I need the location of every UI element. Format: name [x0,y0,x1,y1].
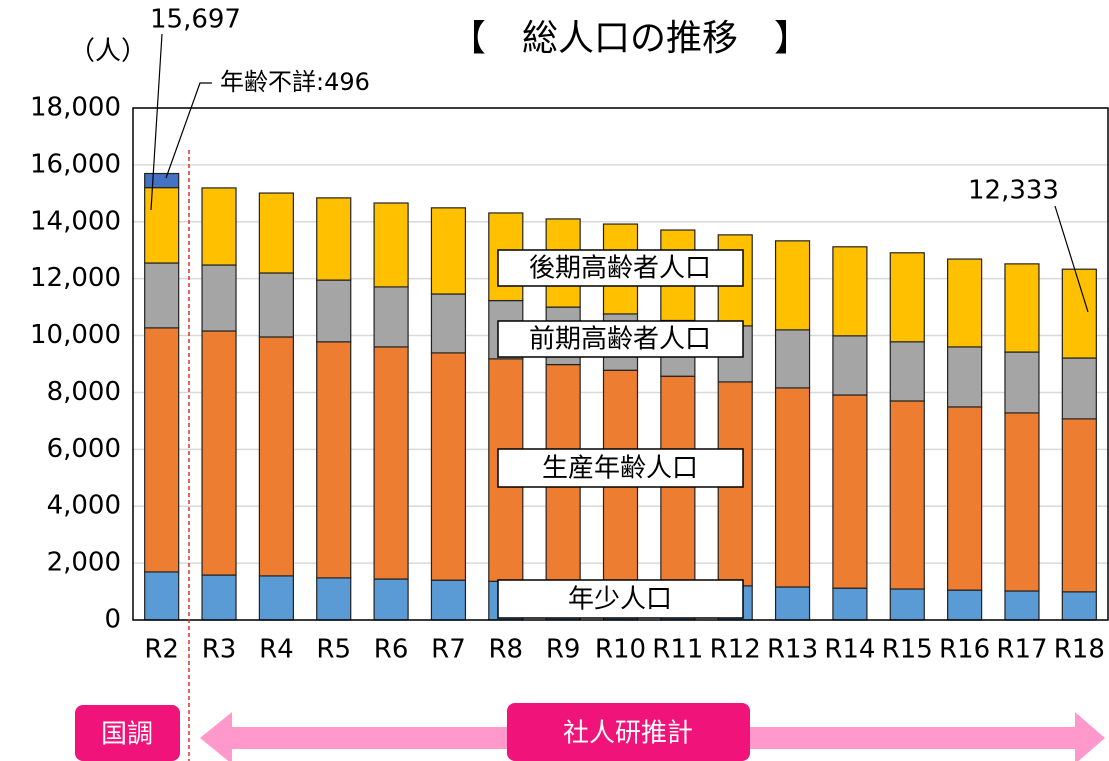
x-tick-label: R11 [652,635,703,665]
bar-segment [947,346,983,408]
bar-segment [832,246,868,337]
legend-box [497,320,744,358]
x-tick-label: R16 [939,635,990,665]
bar-segment [1061,357,1097,420]
bar-segment [373,346,409,580]
bar-segment [947,406,983,591]
bar-segment [430,352,467,581]
bar-segment [430,579,467,621]
bar-segment [1004,351,1040,414]
bar-segment [201,330,237,576]
bar-segment [258,272,294,338]
x-tick-label: R2 [144,635,179,665]
legend-box [497,579,744,619]
legend-label: 年少人口 [568,585,672,615]
legend-box [497,448,744,488]
bar-segment [144,187,180,264]
bar-segment [774,387,811,588]
bar-segment [947,589,983,621]
x-tick-label: R9 [546,635,581,665]
bar-segment [832,335,868,396]
x-tick-label: R17 [996,635,1047,665]
census-box [75,705,180,761]
legend-label: 生産年齢人口 [542,454,698,484]
projection-box [507,703,750,761]
x-tick-label: R10 [595,635,646,665]
bar-segment [1004,412,1040,592]
bar-segment [201,264,237,332]
bar-segment [316,279,352,343]
bar-segment [1004,263,1040,353]
census-label: 国調 [101,720,153,750]
y-tick-label: 18,000 [30,93,121,123]
leader-line [165,82,212,179]
bar-segment [258,336,294,577]
bar-segment [889,252,925,343]
x-tick-label: R15 [882,635,933,665]
y-tick-label: 10,000 [30,320,121,350]
annotation: 12,333 [968,176,1059,206]
bar-segment [1061,591,1097,621]
y-axis-label: （人） [69,37,147,67]
x-tick-label: R12 [710,635,761,665]
y-tick-label: 16,000 [30,149,121,179]
x-tick-label: R3 [202,635,237,665]
annotation: 15,697 [150,5,241,35]
bar-segment [373,286,409,348]
bar-segment [144,172,180,189]
projection-label: 社人研推計 [563,719,693,749]
x-tick-label: R8 [488,635,523,665]
bar-segment [1061,418,1097,593]
bar-segment [774,240,811,331]
bar-segment [889,341,925,402]
bar-segment [316,197,352,281]
bar-segment [774,586,811,621]
leader-line [150,33,163,211]
bar-segment [201,574,237,621]
bar-segment [1004,590,1040,621]
x-tick-label: R7 [431,635,466,665]
y-tick-label: 8,000 [47,377,121,407]
bar-segment [889,588,925,621]
bar-segment [316,577,352,621]
bar-segment [258,192,294,274]
x-tick-label: R4 [259,635,294,665]
y-tick-label: 12,000 [30,263,121,293]
annotation: 年齢不詳:496 [220,68,370,96]
y-tick-label: 6,000 [47,434,121,464]
bar-segment [889,400,925,590]
legend-label: 後期高齢者人口 [529,254,711,284]
legend-box [497,249,744,287]
bar-segment [258,575,294,621]
bar-segment [832,394,868,589]
y-tick-label: 14,000 [30,206,121,236]
y-tick-label: 2,000 [47,548,121,578]
bar-segment [774,329,811,389]
bar-segment [947,258,983,348]
bar-segment [373,578,409,621]
bar-segment [144,262,180,329]
bar-segment [430,293,467,354]
bar-segment [316,341,352,579]
bar-segment [144,571,180,621]
bar-segment [832,587,868,621]
bar-segment [373,202,409,288]
x-tick-label: R5 [316,635,351,665]
y-tick-label: 4,000 [47,491,121,521]
bar-segment [144,327,180,573]
x-tick-label: R14 [824,635,875,665]
plot-frame [132,107,1109,621]
chart-title: 【 総人口の推移 】 [450,18,810,59]
legend: 後期高齢者人口 前期高齢者人口 生産年齢人口 年少人口 [497,249,744,619]
legend-label: 前期高齢者人口 [529,325,711,355]
x-tick-label: R13 [767,635,818,665]
x-tick-label: R6 [374,635,409,665]
x-tick-label: R18 [1054,635,1105,665]
bar-segment [201,187,237,266]
plot-area: 0 2,000 4,000 6,000 8,000 10,000 12,000 14,000 1… [30,93,1108,665]
bar-segment [430,207,467,295]
leader-line [1054,205,1089,313]
y-tick-label: 0 [104,605,121,635]
